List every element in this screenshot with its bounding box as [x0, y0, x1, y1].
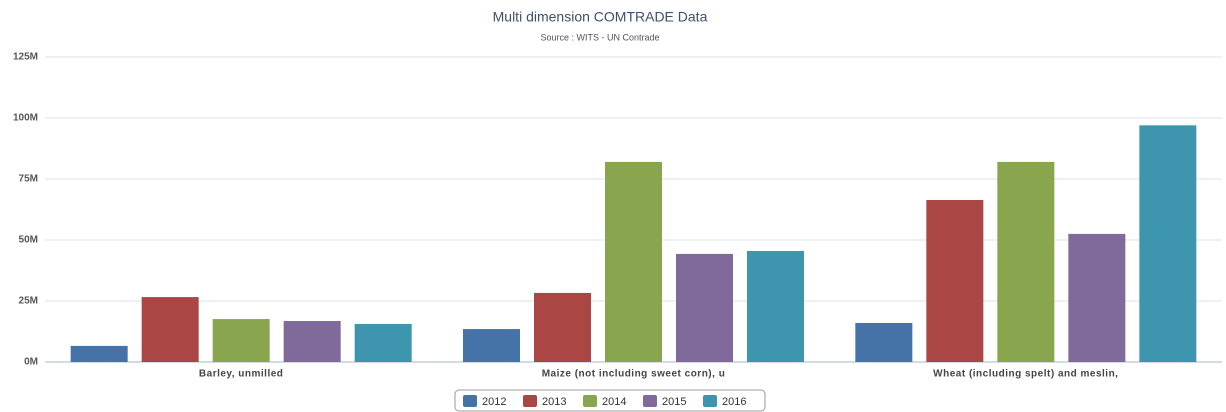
x-tick-label: Barley, unmilled: [199, 369, 284, 380]
x-tick-label: Maize (not including sweet corn), u: [542, 369, 726, 380]
bar: [212, 319, 270, 362]
bar: [141, 297, 199, 362]
legend-swatch: [703, 395, 717, 407]
y-tick-label: 25M: [19, 296, 38, 307]
y-tick-label: 100M: [13, 113, 38, 124]
bar: [463, 329, 520, 362]
bar: [1068, 233, 1126, 362]
bar: [605, 161, 662, 362]
bar: [997, 161, 1055, 362]
legend-label: 2014: [602, 396, 626, 408]
bar: [354, 323, 412, 362]
bar: [1139, 125, 1197, 362]
bar: [70, 345, 128, 362]
legend-label: 2012: [482, 396, 506, 408]
y-tick-label: 0M: [24, 357, 38, 368]
legend-label: 2016: [722, 396, 746, 408]
y-tick-label: 50M: [19, 235, 38, 246]
legend-swatch: [583, 395, 597, 407]
y-tick-label: 75M: [19, 174, 38, 185]
legend-swatch: [463, 395, 477, 407]
bar: [855, 322, 913, 362]
bar: [926, 199, 984, 362]
x-tick-label: Wheat (including spelt) and meslin,: [933, 369, 1118, 380]
legend-swatch: [523, 395, 537, 407]
y-tick-label: 125M: [13, 52, 38, 63]
chart-title: Multi dimension COMTRADE Data: [493, 9, 708, 25]
legend-label: 2013: [542, 396, 566, 408]
bar: [747, 250, 804, 362]
bar: [283, 321, 341, 362]
bar: [534, 292, 591, 362]
chart-subtitle: Source : WITS - UN Contrade: [540, 32, 659, 42]
legend-label: 2015: [662, 396, 686, 408]
legend-swatch: [643, 395, 657, 407]
bar: [676, 253, 733, 362]
